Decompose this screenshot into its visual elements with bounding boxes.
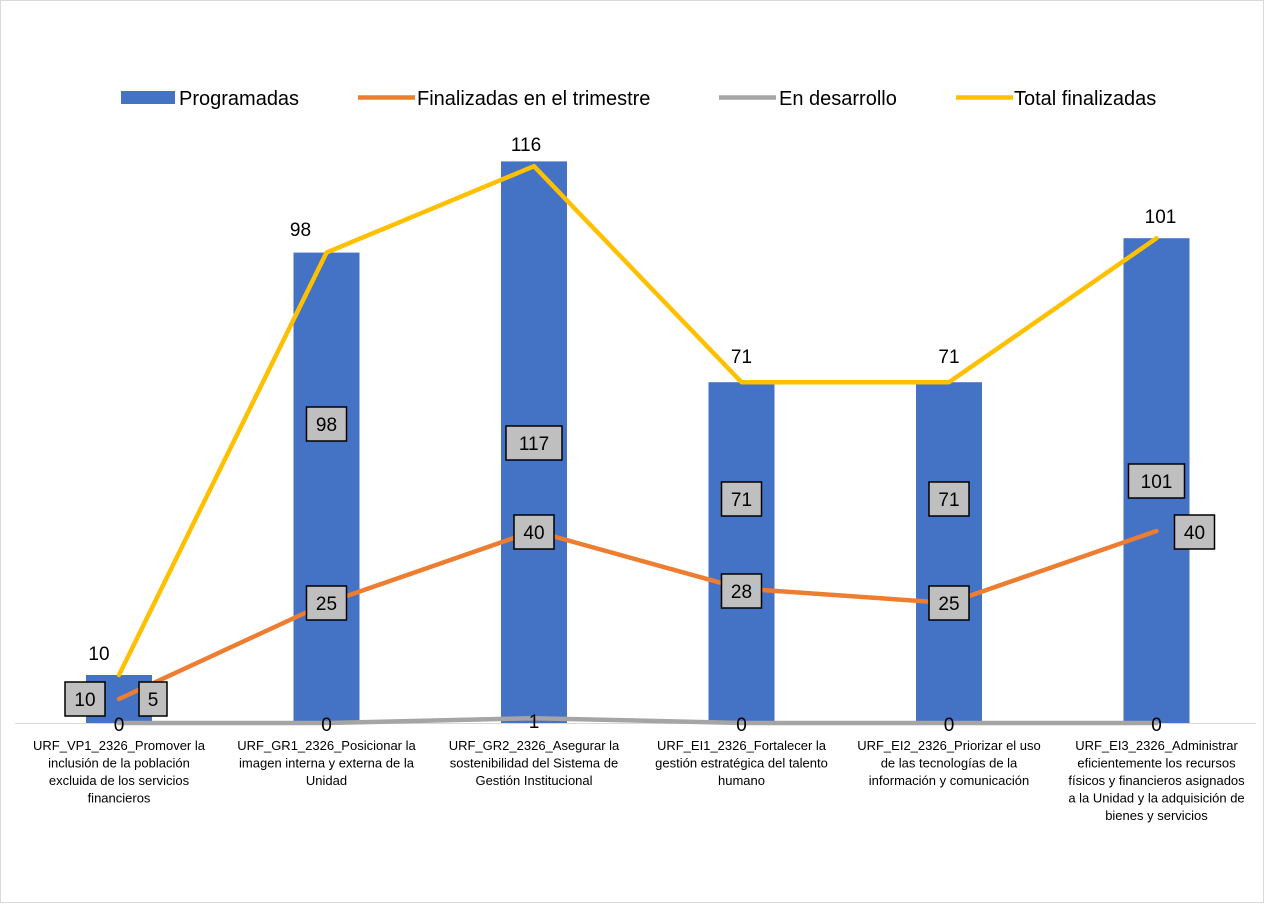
- bar-programadas: [708, 382, 775, 723]
- data-label-total-finalizadas: 116: [511, 135, 541, 156]
- x-tick-label: financieros: [88, 791, 151, 806]
- data-label-total-finalizadas: 71: [731, 347, 752, 368]
- x-tick-label: eficientemente los recursos: [1077, 756, 1236, 771]
- data-label-programadas: 98: [316, 415, 337, 436]
- data-label-finalizadas: 25: [938, 594, 959, 615]
- data-label-programadas: 71: [938, 490, 959, 511]
- data-label-en-desarrollo: 0: [321, 715, 332, 736]
- x-tick-label: bienes y servicios: [1105, 808, 1208, 823]
- x-tick-label: URF_EI3_2326_Administrar: [1075, 738, 1238, 753]
- data-label-finalizadas: 5: [148, 690, 159, 711]
- data-label-finalizadas-box: [928, 585, 970, 621]
- x-tick-label: URF_EI2_2326_Priorizar el uso: [857, 738, 1041, 753]
- data-label-finalizadas: 25: [316, 594, 337, 615]
- data-label-finalizadas: 28: [731, 582, 752, 603]
- legend-label: Finalizadas en el trimestre: [417, 88, 650, 110]
- data-label-finalizadas-box: [1173, 514, 1216, 550]
- data-label-programadas-box: [1127, 463, 1186, 499]
- legend-swatch-programadas: [121, 91, 175, 104]
- line-total-finalizadas: [116, 163, 1159, 678]
- data-label-programadas: 71: [731, 490, 752, 511]
- x-tick-label: URF_VP1_2326_Promover la: [33, 738, 206, 753]
- data-label-finalizadas: 40: [1184, 523, 1205, 544]
- data-label-total-finalizadas: 101: [1145, 207, 1177, 228]
- x-tick-label: URF_EI1_2326_Fortalecer la: [657, 738, 827, 753]
- x-tick-label: inclusión de la población: [48, 756, 190, 771]
- x-tick-label: excluida de los servicios: [49, 773, 190, 788]
- legend-label: Programadas: [179, 88, 299, 110]
- x-tick-label: URF_GR2_2326_Asegurar la: [449, 738, 620, 753]
- data-label-total-finalizadas: 98: [290, 220, 311, 241]
- data-label-programadas-box: [720, 481, 763, 517]
- line-en-desarrollo: [116, 715, 1159, 726]
- data-label-en-desarrollo: 0: [1151, 715, 1162, 736]
- x-tick-label: humano: [718, 773, 765, 788]
- data-label-finalizadas-box: [513, 514, 555, 550]
- x-tick-label: gestión estratégica del talento: [655, 756, 828, 771]
- data-label-finalizadas: 40: [523, 523, 544, 544]
- legend-label: En desarrollo: [779, 88, 897, 110]
- data-label-en-desarrollo: 0: [736, 715, 747, 736]
- data-label-programadas-box: [505, 425, 563, 461]
- data-label-finalizadas-box: [305, 585, 348, 621]
- data-label-total-finalizadas: 71: [938, 347, 959, 368]
- x-tick-label: información y comunicación: [869, 773, 1029, 788]
- data-label-en-desarrollo: 0: [944, 715, 955, 736]
- x-tick-label: URF_GR1_2326_Posicionar la: [237, 738, 416, 753]
- data-label-programadas: 101: [1141, 472, 1173, 493]
- bar-programadas: [916, 382, 982, 723]
- x-tick-label: sostenibilidad del Sistema de: [450, 756, 618, 771]
- legend-label: Total finalizadas: [1014, 88, 1156, 110]
- data-label-programadas-box: [928, 481, 970, 517]
- data-label-finalizadas-box: [138, 681, 168, 717]
- x-tick-label: imagen interna y externa de la: [239, 756, 415, 771]
- data-label-programadas-box: [64, 681, 106, 717]
- x-tick-label: físicos y financieros asignados: [1068, 773, 1245, 788]
- x-tick-label: de las tecnologías de la: [881, 756, 1018, 771]
- data-label-programadas: 117: [519, 434, 549, 455]
- line-finalizadas-trimestre: [116, 528, 1159, 702]
- data-label-finalizadas-box: [720, 573, 763, 609]
- data-label-programadas: 10: [74, 690, 95, 711]
- data-label-programadas-box: [305, 406, 348, 442]
- x-tick-label: Unidad: [306, 773, 347, 788]
- data-label-en-desarrollo: 0: [114, 715, 125, 736]
- bar-programadas: [293, 252, 360, 723]
- x-tick-label: Gestión Institucional: [475, 773, 592, 788]
- x-tick-label: a la Unidad y la adquisición de: [1068, 791, 1244, 806]
- data-label-total-finalizadas: 10: [88, 644, 109, 665]
- data-label-en-desarrollo: 1: [529, 712, 540, 733]
